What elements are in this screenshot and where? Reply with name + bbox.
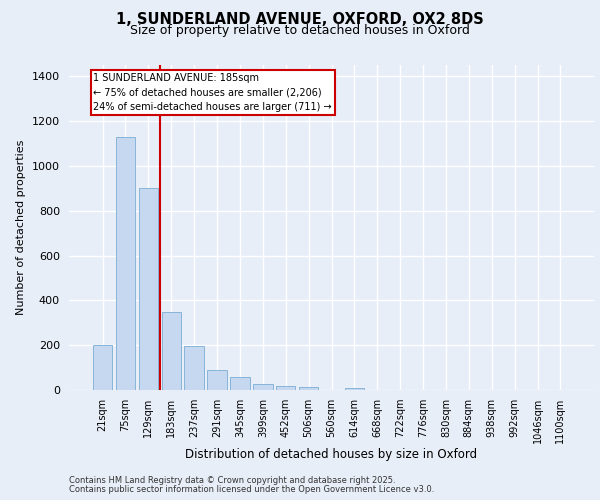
Bar: [344, 388, 364, 390]
Y-axis label: Number of detached properties: Number of detached properties: [16, 140, 26, 315]
Text: Size of property relative to detached houses in Oxford: Size of property relative to detached ho…: [130, 24, 470, 37]
Bar: [184, 346, 204, 390]
Bar: [299, 388, 319, 390]
Bar: [161, 312, 181, 390]
X-axis label: Distribution of detached houses by size in Oxford: Distribution of detached houses by size …: [185, 448, 478, 462]
Bar: [139, 188, 158, 390]
Bar: [230, 376, 250, 390]
Bar: [208, 370, 227, 390]
Text: 1, SUNDERLAND AVENUE, OXFORD, OX2 8DS: 1, SUNDERLAND AVENUE, OXFORD, OX2 8DS: [116, 12, 484, 28]
Text: 1 SUNDERLAND AVENUE: 185sqm
← 75% of detached houses are smaller (2,206)
24% of : 1 SUNDERLAND AVENUE: 185sqm ← 75% of det…: [94, 73, 332, 112]
Text: Contains public sector information licensed under the Open Government Licence v3: Contains public sector information licen…: [69, 485, 434, 494]
Bar: [116, 136, 135, 390]
Bar: [276, 386, 295, 390]
Bar: [93, 345, 112, 390]
Bar: [253, 384, 272, 390]
Text: Contains HM Land Registry data © Crown copyright and database right 2025.: Contains HM Land Registry data © Crown c…: [69, 476, 395, 485]
